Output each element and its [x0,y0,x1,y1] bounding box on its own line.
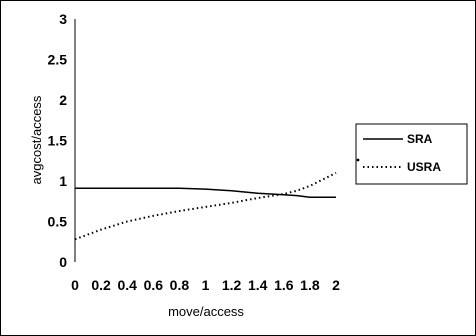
x-tick-label: 0.4 [117,277,137,293]
x-tick-label: 0.8 [170,277,190,293]
legend-usra-marker [356,158,360,162]
x-tick-label: 2 [332,277,340,293]
legend-sra-label: SRA [407,132,433,146]
y-tick-label: 1 [59,173,67,189]
x-tick-label: 1.6 [274,277,294,293]
legend-box [355,123,468,185]
x-tick-label: 0.2 [91,277,111,293]
series-line-sra [75,187,336,198]
x-tick-label: 1 [202,277,210,293]
series [74,172,337,241]
x-tick-label: 0.6 [144,277,164,293]
legend: SRA USRA [355,123,468,185]
y-tick-label: 2 [59,92,67,108]
y-tick-label: 2.5 [48,52,68,68]
y-tick-label: 0 [59,254,67,270]
y-tick-label: 0.5 [48,214,68,230]
y-axis-title: avgcost/access [29,95,44,184]
x-tick-label: 1.8 [300,277,320,293]
y-tick-label: 3 [59,11,67,27]
x-tick-label: 1.2 [222,277,242,293]
y-tick-label: 1.5 [48,133,68,149]
x-axis-title: move/access [168,304,244,319]
x-tick-label: 0 [71,277,79,293]
x-tick-label: 1.4 [248,277,268,293]
tick-labels: 0 0.2 0.4 0.6 0.8 1 1.2 1.4 1.6 1.8 2 0 0.5 1 1.5 2 2.5 3 [48,11,341,293]
legend-usra-label: USRA [407,160,441,174]
series-line-usra [74,172,337,241]
